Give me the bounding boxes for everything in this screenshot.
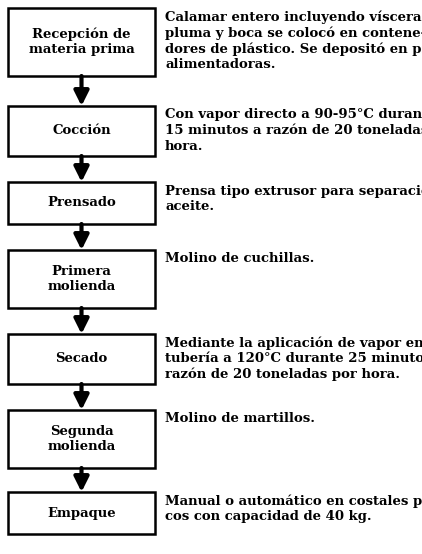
Text: Mediante la aplicación de vapor en
tubería a 120°C durante 25 minutos a
razón de: Mediante la aplicación de vapor en tuber… bbox=[165, 336, 422, 381]
Bar bbox=[8, 492, 155, 534]
Text: Prensa tipo extrusor para separación de
aceite.: Prensa tipo extrusor para separación de … bbox=[165, 184, 422, 213]
Text: Molino de cuchillas.: Molino de cuchillas. bbox=[165, 252, 314, 265]
Bar bbox=[8, 334, 155, 384]
Text: Manual o automático en costales plásti-
cos con capacidad de 40 kg.: Manual o automático en costales plásti- … bbox=[165, 494, 422, 523]
Text: Primera
molienda: Primera molienda bbox=[47, 265, 116, 293]
Text: Prensado: Prensado bbox=[47, 197, 116, 209]
Bar bbox=[8, 250, 155, 308]
Text: Secado: Secado bbox=[55, 352, 108, 366]
Text: Segunda
molienda: Segunda molienda bbox=[47, 425, 116, 453]
Text: Molino de martillos.: Molino de martillos. bbox=[165, 412, 315, 425]
Text: Empaque: Empaque bbox=[47, 506, 116, 520]
Bar bbox=[8, 410, 155, 468]
Text: Calamar entero incluyendo vísceras,
pluma y boca se colocó en contene-
dores de : Calamar entero incluyendo vísceras, plum… bbox=[165, 10, 422, 71]
Text: Cocción: Cocción bbox=[52, 125, 111, 137]
Bar bbox=[8, 182, 155, 224]
Bar bbox=[8, 8, 155, 76]
Text: Recepción de
materia prima: Recepción de materia prima bbox=[29, 28, 134, 57]
Bar bbox=[8, 106, 155, 156]
Text: Con vapor directo a 90-95°C durante
15 minutos a razón de 20 toneladas por
hora.: Con vapor directo a 90-95°C durante 15 m… bbox=[165, 108, 422, 152]
